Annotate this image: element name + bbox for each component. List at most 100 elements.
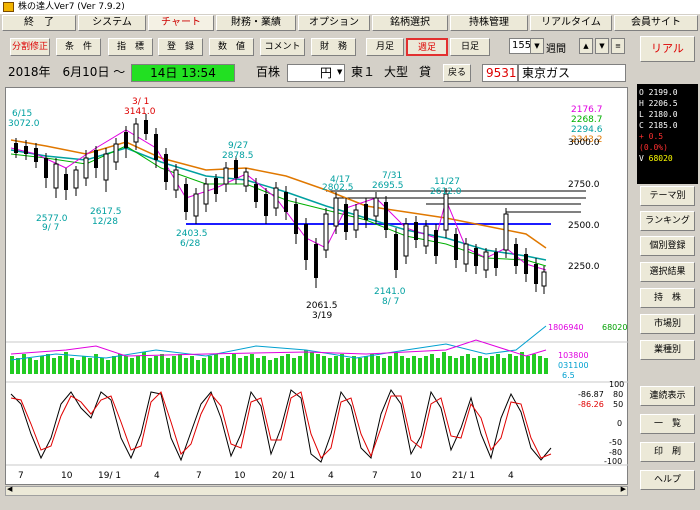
market-button[interactable]: 市場別 (640, 314, 695, 334)
menu-system[interactable]: システム (78, 15, 146, 31)
period-dropdown-icon[interactable]: ▼ (530, 38, 544, 54)
help-button[interactable]: ヘルプ (640, 470, 695, 490)
volume-max-label: 1806940 (548, 323, 584, 332)
down-arrow-icon[interactable]: ▼ (595, 38, 609, 54)
annotation-date: 3/ 1 (132, 97, 149, 107)
annotation-date: 12/28 (92, 217, 118, 227)
ranking-button[interactable]: ランキング (640, 211, 695, 231)
scroll-left-icon[interactable]: ◀ (7, 485, 13, 493)
candle-bar (173, 169, 179, 191)
stock-code: 9531 (482, 64, 518, 82)
size-label: 大型 (381, 64, 415, 82)
menu-holdings[interactable]: 持株管理 (450, 15, 528, 31)
menu-member-site[interactable]: 会員サイト (614, 15, 698, 31)
candle-bar (494, 252, 498, 268)
weekly-button[interactable]: 週足 (406, 38, 448, 56)
up-arrow-icon[interactable]: ▲ (579, 38, 593, 54)
candle-bar (384, 202, 388, 230)
condition-button[interactable]: 条 件 (56, 38, 101, 56)
volume-bars (10, 350, 548, 374)
quote-open: O 2199.0 (639, 88, 678, 97)
annotation-date: 7/31 (382, 171, 402, 181)
comment-button[interactable]: コメント (260, 38, 305, 56)
split-adjust-button[interactable]: 分割修正 (10, 38, 50, 56)
osc-tick: 0 (617, 419, 622, 428)
back-button[interactable]: 戻る (443, 64, 471, 82)
x-tick: 19/ 1 (98, 471, 121, 481)
realtime-button[interactable]: リアル (640, 36, 695, 62)
oscillator-black-line (10, 388, 552, 463)
theme-button[interactable]: テーマ別 (640, 186, 695, 206)
financials-button[interactable]: 財 務 (311, 38, 356, 56)
individual-register-button[interactable]: 個別登録 (640, 236, 695, 256)
period-unit-label: 週間 (546, 44, 566, 55)
candle-bar (124, 132, 128, 148)
candle-bar (364, 204, 368, 220)
list-button[interactable]: 一 覧 (640, 414, 695, 434)
price-tick: 3000.0 (568, 138, 600, 148)
annotation-price: 2577.0 (36, 214, 68, 224)
ma-value-4: 2343.2 (571, 135, 603, 145)
app-icon (3, 2, 14, 12)
x-tick: 10 (61, 471, 73, 481)
monthly-button[interactable]: 月足 (366, 38, 404, 56)
holdings-button[interactable]: 持 株 (640, 288, 695, 308)
candle-bar (184, 184, 188, 212)
volume-ratio-label: 6.5 (562, 371, 575, 380)
scroll-right-icon[interactable]: ▶ (620, 485, 626, 493)
candle-bar (273, 187, 279, 209)
quote-panel: O 2199.0 H 2206.5 L 2180.0 C 2185.0 + 0.… (637, 84, 698, 184)
menu-icon[interactable]: ≡ (611, 38, 625, 54)
candle-bar (403, 223, 409, 257)
osc-tick: 100 (609, 380, 624, 389)
register-button[interactable]: 登 録 (158, 38, 203, 56)
annotation-price: 2617.5 (90, 207, 122, 217)
menu-exit[interactable]: 終 了 (2, 15, 76, 31)
osc-tick: 50 (613, 400, 623, 409)
menu-finance[interactable]: 財務・業績 (216, 15, 296, 31)
values-button[interactable]: 数 値 (209, 38, 254, 56)
candle-bar (14, 143, 18, 153)
quote-change-pct: (0.0%) (639, 143, 668, 152)
currency-dropdown-icon[interactable]: ▼ (337, 68, 343, 76)
industry-button[interactable]: 業種別 (640, 340, 695, 360)
menu-realtime[interactable]: リアルタイム (530, 15, 612, 31)
candle-bar (64, 174, 68, 190)
candle-bar (514, 244, 518, 266)
annotation-date: 6/28 (180, 239, 200, 249)
candle-bar (423, 225, 429, 247)
candle-bar (294, 204, 298, 234)
selection-result-button[interactable]: 選択結果 (640, 262, 695, 282)
osc-tick: -50 (609, 438, 622, 447)
print-button[interactable]: 印 刷 (640, 442, 695, 462)
annotation-date: 11/27 (434, 177, 460, 187)
x-tick: 21/ 1 (452, 471, 475, 481)
daily-button[interactable]: 日足 (450, 38, 490, 56)
horizontal-scrollbar[interactable]: ◀ ▶ (5, 485, 628, 496)
annotation-date: 8/ 7 (382, 297, 399, 307)
candle-bar (203, 183, 209, 205)
annotation-price: 2403.5 (176, 229, 208, 239)
menu-chart[interactable]: チャート (148, 15, 214, 31)
menu-stock-select[interactable]: 銘柄選択 (372, 15, 448, 31)
x-tick: 20/ 1 (272, 471, 295, 481)
continuous-display-button[interactable]: 連続表示 (640, 386, 695, 406)
osc-tick: 80 (613, 390, 623, 399)
x-tick: 7 (196, 471, 202, 481)
quote-high: H 2206.5 (639, 99, 678, 108)
chart-area[interactable]: 2176.7 2268.7 2294.6 2343.2 3000.0 2750.… (5, 87, 629, 485)
candle-bar (503, 213, 509, 251)
indicator-button[interactable]: 指 標 (108, 38, 153, 56)
osc-value-black: -86.87 (578, 390, 604, 399)
x-tick: 10 (410, 471, 422, 481)
candle-bar (524, 254, 528, 274)
osc-tick: -100 (604, 457, 622, 466)
currency-select[interactable]: 円 (287, 64, 345, 82)
period-value: 155 (512, 40, 532, 51)
quote-close: C 2185.0 (639, 121, 678, 130)
credit-label: 貸 (416, 64, 436, 82)
menu-option[interactable]: オプション (298, 15, 370, 31)
candle-bar (414, 222, 418, 240)
candle-bar (144, 120, 148, 134)
annotation-date: 9/ 7 (42, 223, 59, 233)
